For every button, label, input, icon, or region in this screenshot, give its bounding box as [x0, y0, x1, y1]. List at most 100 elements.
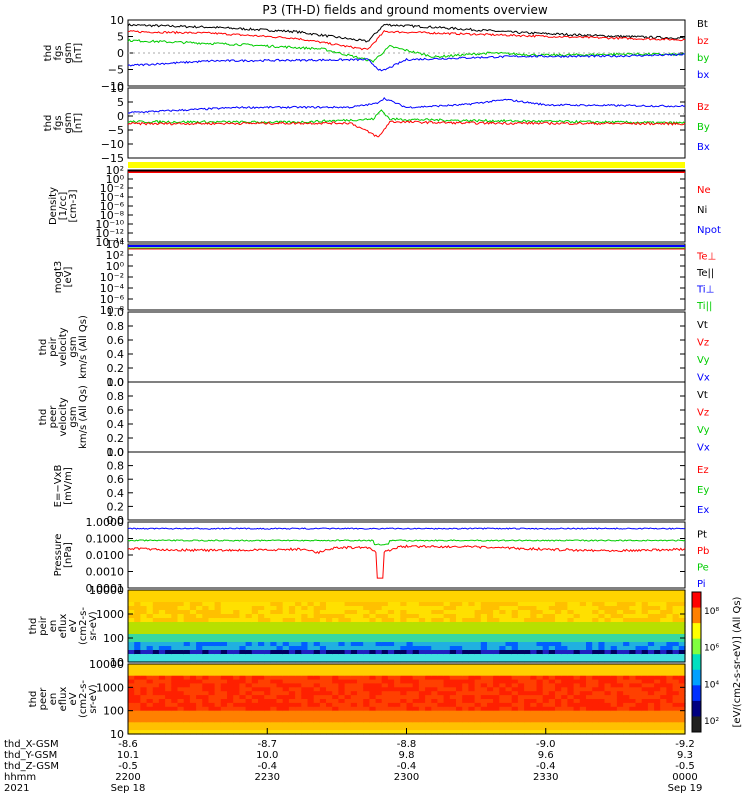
spectrogram-cell — [319, 630, 327, 635]
spectrogram-cell — [214, 664, 222, 669]
spectrogram-cell — [189, 722, 197, 727]
spectrogram-cell — [616, 642, 624, 647]
spectrogram-cell — [592, 683, 599, 688]
spectrogram-cell — [635, 714, 643, 720]
spectrogram-cell — [276, 710, 284, 716]
spectrogram-cell — [369, 610, 377, 615]
spectrogram-cell — [375, 614, 383, 619]
spectrogram-cell — [604, 642, 612, 647]
spectrogram-cell — [462, 722, 469, 727]
spectrogram-cell — [177, 683, 185, 688]
y-tick-label: 10⁻² — [100, 271, 124, 284]
spectrogram-cell — [128, 730, 135, 735]
spectrogram-cell — [233, 618, 240, 623]
spectrogram-cell — [517, 695, 525, 700]
spectrogram-cell — [629, 654, 637, 659]
spectrogram-cell — [604, 687, 612, 692]
spectrogram-cell — [245, 675, 253, 681]
spectrogram-cell — [586, 664, 593, 669]
spectrogram-cell — [276, 730, 284, 735]
spectrogram-cell — [431, 590, 439, 595]
spectrogram-cell — [641, 630, 649, 635]
spectrogram-cell — [406, 722, 414, 727]
spectrogram-cell — [270, 718, 278, 723]
spectrogram-cell — [344, 614, 352, 619]
spectrogram-cell — [530, 622, 538, 627]
spectrogram-cell — [357, 726, 364, 731]
spectrogram-cell — [437, 722, 445, 727]
spectrogram-cell — [375, 695, 383, 700]
spectrogram-cell — [196, 675, 203, 681]
spectrogram-cell — [660, 675, 667, 681]
spectrogram-cell — [295, 667, 302, 673]
spectrogram-cell — [567, 699, 575, 704]
spectrogram-cell — [524, 722, 531, 727]
spectrogram-cell — [128, 598, 135, 603]
spectrogram-cell — [319, 638, 327, 643]
spectrogram-cell — [220, 650, 228, 655]
spectrogram-cell — [592, 679, 599, 685]
spectrogram-cell — [375, 683, 383, 688]
y-tick-label: 10⁻⁴ — [100, 191, 125, 204]
spectrogram-cell — [208, 626, 216, 631]
spectrogram-cell — [505, 679, 513, 685]
spectrogram-cell — [654, 726, 661, 731]
spectrogram-cell — [400, 654, 408, 659]
spectrogram-cell — [369, 630, 377, 635]
spectrogram-cell — [183, 602, 191, 607]
spectrogram-cell — [660, 702, 667, 708]
spectrogram-cell — [245, 598, 253, 603]
spectrogram-cell — [517, 710, 525, 716]
spectrogram-cell — [189, 726, 197, 731]
spectrogram-cell — [208, 726, 216, 731]
spectrogram-cell — [251, 706, 259, 712]
spectrogram-cell — [233, 634, 240, 639]
spectrogram-cell — [214, 699, 222, 704]
spectrogram-cell — [214, 679, 222, 685]
spectrogram-cell — [375, 699, 383, 704]
spectrogram-cell — [295, 691, 302, 696]
spectrogram-cell — [616, 726, 624, 731]
spectrogram-cell — [468, 683, 476, 688]
spectrogram-cell — [301, 667, 309, 673]
spectrogram-cell — [264, 638, 271, 643]
spectrogram-cell — [647, 667, 655, 673]
spectrogram-cell — [134, 634, 141, 639]
spectrogram-cell — [425, 630, 432, 635]
spectrogram-cell — [363, 730, 370, 735]
spectrogram-cell — [357, 610, 364, 615]
spectrogram-cell — [363, 687, 370, 692]
y-axis-label: km/s (All Qs) — [78, 385, 89, 449]
spectrogram-cell — [530, 614, 538, 619]
spectrogram-cell — [412, 699, 420, 704]
spectrogram-cell — [493, 664, 500, 669]
spectrogram-cell — [214, 687, 222, 692]
spectrogram-cell — [517, 590, 525, 595]
spectrogram-cell — [586, 687, 593, 692]
spectrogram-cell — [375, 630, 383, 635]
spectrogram-cell — [134, 590, 141, 595]
spectrogram-cell — [400, 594, 408, 599]
spectrogram-cell — [524, 702, 531, 708]
spectrogram-cell — [375, 675, 383, 681]
spectrogram-cell — [264, 594, 271, 599]
spectrogram-cell — [555, 691, 562, 696]
spectrogram-cell — [152, 691, 160, 696]
spectrogram-cell — [524, 614, 531, 619]
spectrogram-cell — [678, 664, 686, 669]
spectrogram-cell — [456, 606, 463, 611]
spectrogram-cell — [394, 654, 401, 659]
spectrogram-cell — [319, 654, 327, 659]
spectrogram-cell — [536, 606, 544, 611]
spectrogram-cell — [530, 691, 538, 696]
spectrogram-cell — [171, 695, 179, 700]
spectrogram-cell — [202, 699, 210, 704]
spectrogram-cell — [301, 610, 309, 615]
spectrogram-cell — [647, 614, 655, 619]
spectrogram-cell — [202, 602, 210, 607]
spectrogram-cell — [332, 730, 339, 735]
spectrogram-cell — [437, 664, 445, 669]
y-tick-label: −10 — [101, 138, 124, 151]
x-tick-label: -9.0 — [536, 739, 556, 750]
spectrogram-cell — [616, 618, 624, 623]
